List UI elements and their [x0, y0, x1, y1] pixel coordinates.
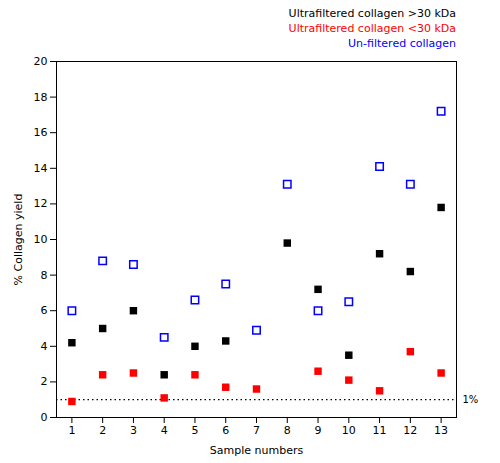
svg-text:20: 20 [34, 55, 48, 68]
svg-text:% Collagen yield: % Collagen yield [12, 194, 25, 286]
svg-text:14: 14 [34, 162, 48, 175]
svg-text:12: 12 [403, 424, 417, 437]
svg-text:1: 1 [68, 424, 75, 437]
svg-text:6: 6 [41, 304, 48, 317]
svg-text:8: 8 [284, 424, 291, 437]
svg-text:5: 5 [191, 424, 198, 437]
svg-text:10: 10 [34, 233, 48, 246]
svg-text:13: 13 [434, 424, 448, 437]
html-text:Ultrafiltered collagen <30 kDa: Ultrafiltered collagen <30 kDa [288, 22, 456, 35]
html-text:Ultrafiltered collagen >30 kDa: Ultrafiltered collagen >30 kDa [288, 7, 456, 20]
svg-text:8: 8 [41, 269, 48, 282]
svg-text:6: 6 [222, 424, 229, 437]
svg-text:4: 4 [161, 424, 168, 437]
svg-text:16: 16 [34, 126, 48, 139]
svg-text:Sample numbers: Sample numbers [210, 444, 304, 457]
html-text:Un-filtered collagen: Un-filtered collagen [348, 37, 456, 50]
svg-text:18: 18 [34, 91, 48, 104]
svg-text:4: 4 [41, 340, 48, 353]
svg-text:3: 3 [130, 424, 137, 437]
svg-text:12: 12 [34, 197, 48, 210]
svg-text:9: 9 [315, 424, 322, 437]
svg-text:0: 0 [41, 411, 48, 424]
svg-text:1%: 1% [463, 394, 479, 405]
svg-text:2: 2 [41, 375, 48, 388]
svg-text:11: 11 [373, 424, 387, 437]
svg-text:10: 10 [342, 424, 356, 437]
svg-text:2: 2 [99, 424, 106, 437]
svg-text:7: 7 [253, 424, 260, 437]
